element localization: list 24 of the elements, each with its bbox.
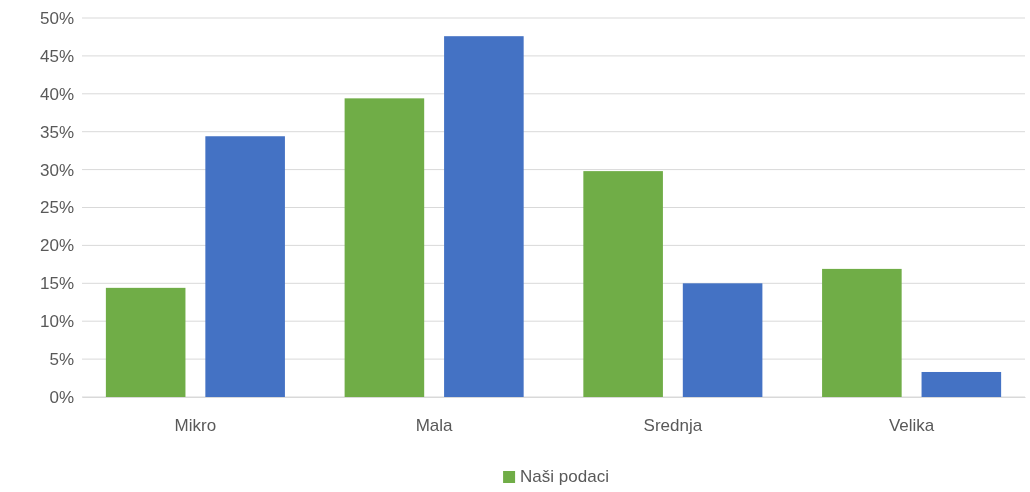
y-tick-label: 10% xyxy=(39,312,74,332)
y-tick-label: 40% xyxy=(39,84,74,104)
bar xyxy=(105,287,186,397)
y-tick-label: 5% xyxy=(49,350,74,370)
y-tick-label: 50% xyxy=(39,8,74,28)
x-tick-label: Mala xyxy=(415,416,454,436)
y-tick-label: 15% xyxy=(39,274,74,294)
x-tick-label: Velika xyxy=(888,416,935,436)
bar xyxy=(444,36,524,397)
y-tick-label: 0% xyxy=(49,387,74,407)
x-tick-label: Mikro xyxy=(174,416,217,436)
y-tick-label: 45% xyxy=(39,46,74,66)
bar xyxy=(682,283,763,397)
x-tick-label: Srednja xyxy=(643,416,703,436)
bar xyxy=(921,371,1002,397)
y-tick-label: 25% xyxy=(39,198,74,218)
bar xyxy=(344,98,425,397)
bar xyxy=(583,171,663,397)
bar xyxy=(822,268,902,397)
legend-label: Naši podaci xyxy=(520,467,609,486)
y-tick-label: 20% xyxy=(39,236,74,256)
bar xyxy=(205,136,285,397)
y-tick-label: 35% xyxy=(39,122,74,142)
y-tick-label: 30% xyxy=(39,160,74,180)
